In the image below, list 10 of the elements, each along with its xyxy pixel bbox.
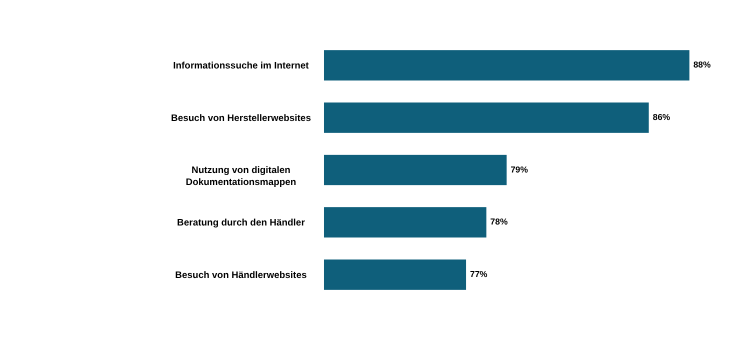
data-label: 77% [470, 269, 488, 280]
y-tick-label: Besuch von Herstellerwebsites [170, 112, 311, 124]
data-label: 86% [652, 112, 670, 122]
y-tick-label: Nutzung von digitalen Dokumentationsmappen [186, 165, 296, 188]
y-tick-label: Informationssuche im Internet [173, 60, 310, 72]
data-label: 78% [490, 216, 508, 227]
y-tick-label: Beratung durch den Händler [177, 218, 306, 229]
y-tick-label: Besuch von Händlerwebsites [175, 270, 307, 281]
data-label: 88% [693, 60, 712, 70]
data-label: 79% [510, 164, 528, 174]
